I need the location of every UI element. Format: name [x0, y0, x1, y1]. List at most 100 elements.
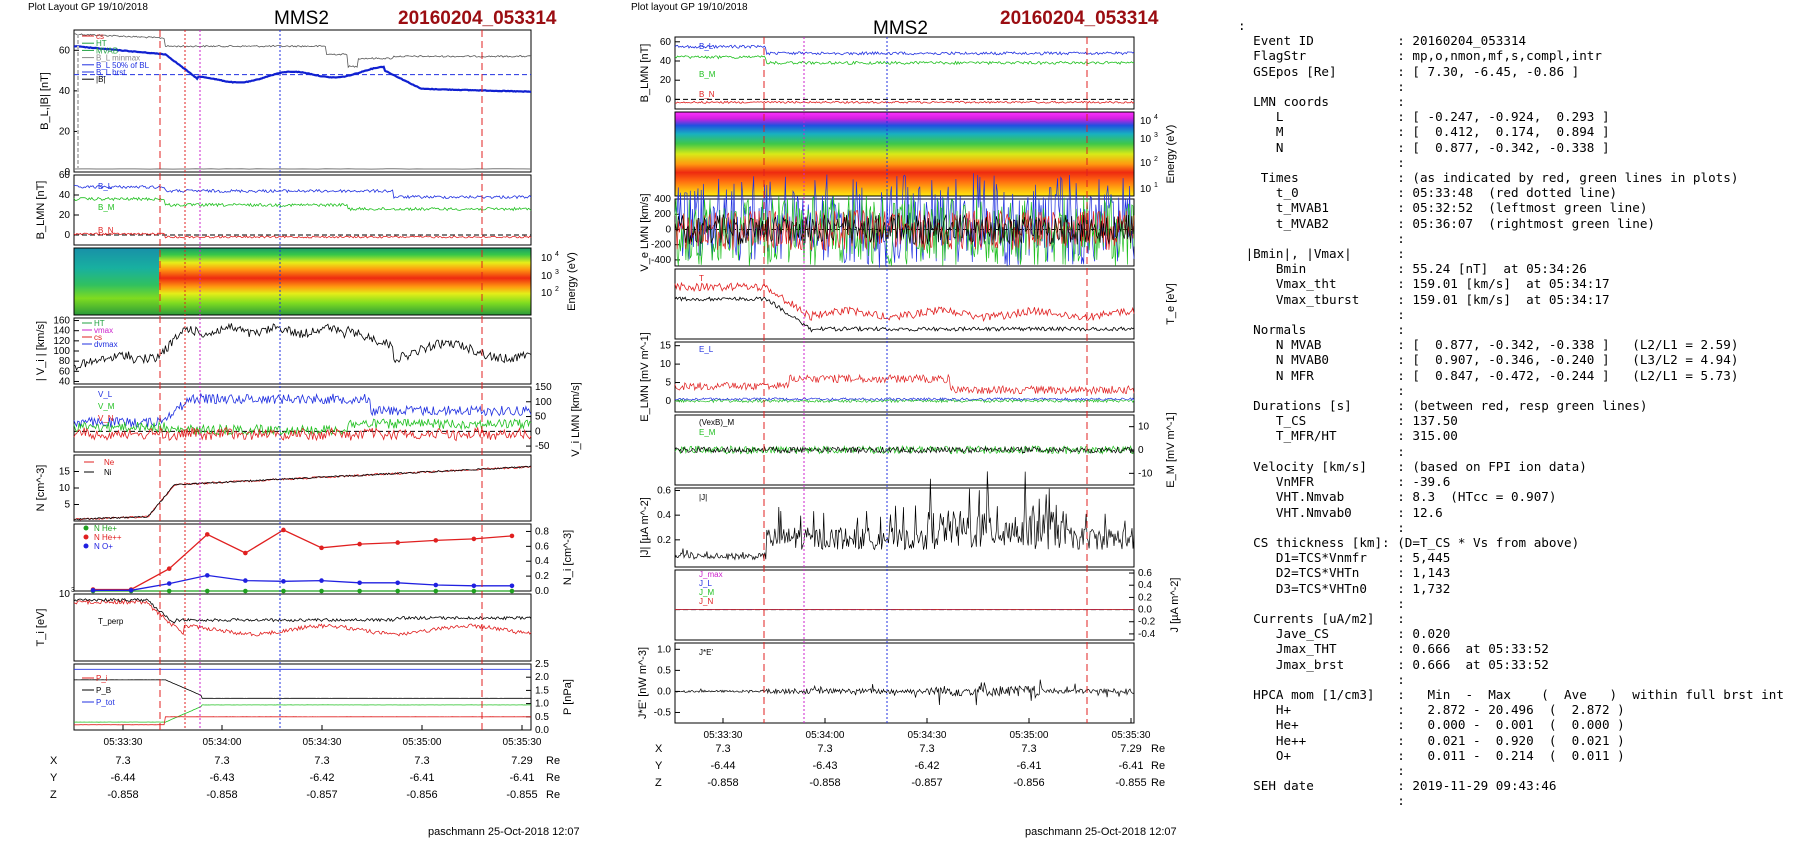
tick-label: 0: [64, 230, 70, 241]
hpca-series: [93, 574, 512, 591]
hpca-point: [319, 588, 324, 594]
legend-label: J_L: [699, 579, 712, 588]
ne-series: [74, 465, 532, 521]
info-line: :: [1238, 306, 1405, 322]
position-value: -0.857: [306, 789, 338, 801]
tick-label: 1.5: [535, 685, 549, 696]
time-tick-label: 05:35:30: [1112, 730, 1151, 741]
tick-label: 150: [535, 382, 552, 393]
plot-layout-label: Plot Layout GP 19/10/2018: [28, 2, 148, 13]
tick-label: 0.0: [535, 586, 549, 597]
info-line: VHT.Nmvab0 : 12.6: [1238, 504, 1443, 520]
info-line: T_MFR/HT : 315.00: [1238, 428, 1458, 444]
tick-exponent: 3: [71, 587, 75, 594]
info-line: VnMFR : -39.6: [1238, 474, 1451, 490]
info-line: CS thickness [km]: (D=T_CS * Vs from abo…: [1238, 534, 1580, 550]
tick-label: 0.0: [1138, 605, 1152, 616]
info-line: Velocity [km/s] : (based on FPI ion data…: [1238, 458, 1587, 474]
tick-label: 0: [665, 396, 671, 407]
hpca-series: [93, 529, 513, 591]
tick-exponent: 2: [1154, 156, 1158, 163]
tick-label: 100: [535, 397, 552, 408]
info-line: HPCA mom [1/cm3] : Min - Max ( Ave ) wit…: [1238, 686, 1784, 702]
bm-series: [73, 196, 532, 212]
bm-series: [674, 55, 1135, 66]
legend-label: V_L: [98, 390, 113, 399]
tick-label: 5: [64, 500, 70, 511]
ve-series: [674, 214, 1135, 246]
y-axis-label: V_i LMN [km/s]: [570, 382, 582, 457]
je-series: [674, 679, 1135, 706]
position-value: 7.3: [1021, 743, 1037, 755]
info-line: |Bmin|, |Vmax| :: [1238, 246, 1405, 262]
legend-label: P_i: [96, 674, 108, 683]
info-line: O+ : 0.011 - 0.214 ( 0.011 ): [1238, 747, 1625, 763]
el-series: [674, 397, 1135, 402]
legend-label: N He++: [94, 533, 122, 542]
y-axis-label: J [µA m^-2]: [1169, 578, 1181, 633]
legend-label: B_M: [98, 203, 115, 212]
spacecraft-title-2: MMS2: [873, 18, 928, 39]
position-value: -6.43: [812, 760, 838, 772]
info-line: :: [1238, 154, 1405, 170]
tick-label: 10: [541, 253, 553, 264]
legend-label: B_L: [699, 42, 714, 51]
bl-series: [674, 44, 1135, 56]
y-axis-label: Energy (eV): [1165, 125, 1177, 184]
hpca-point: [509, 533, 515, 539]
hpca-point: [471, 583, 477, 589]
bn-series: [73, 232, 532, 239]
legend-label: HT: [94, 319, 105, 328]
info-line: :: [1238, 519, 1405, 535]
info-line: H+ : 2.872 - 20.496 ( 2.872 ): [1238, 702, 1625, 718]
tick-label: -0.4: [1138, 629, 1156, 640]
position-value: -0.856: [406, 789, 438, 801]
tick-label: 20: [59, 210, 71, 221]
position-value: -6.43: [209, 772, 235, 784]
footer-middle: paschmann 25-Oct-2018 12:07: [1025, 826, 1177, 838]
tick-exponent: 1: [1154, 182, 1158, 189]
total-b-series: [73, 33, 532, 69]
legend-label: |B|: [96, 75, 106, 84]
hpca-point: [357, 588, 362, 594]
legend-label: B_N: [98, 226, 114, 235]
vexb-series: [674, 445, 1135, 455]
hpca-point: [166, 588, 172, 594]
legend-label: T_perp: [98, 617, 124, 626]
tick-label: 10: [541, 271, 553, 282]
info-line: GSEpos [Re] : [ 7.30, -6.45, -0.86 ]: [1238, 63, 1580, 79]
tick-label: 10: [1140, 116, 1152, 127]
tick-exponent: 4: [1154, 114, 1158, 121]
position-value: -0.858: [206, 789, 238, 801]
tick-label: 40: [59, 86, 71, 97]
legend-label: J*E': [699, 648, 713, 657]
info-line: VHT.Nmvab : 8.3 (HTcc = 0.907): [1238, 489, 1557, 505]
info-line: M : [ 0.412, 0.174, 0.894 ]: [1238, 124, 1610, 140]
tick-label: 0: [665, 224, 671, 235]
y-axis-label: T_i [eV]: [35, 609, 47, 647]
info-line: T_CS : 137.50: [1238, 413, 1458, 429]
tick-label: 0: [535, 426, 541, 437]
info-line: FlagStr : mp,o,nmon,mf,s,compl,intr: [1238, 48, 1602, 64]
tick-label: 0: [665, 94, 671, 105]
time-tick-label: 05:33:30: [104, 737, 143, 748]
legend-label: J_M: [699, 588, 714, 597]
position-value: -6.44: [710, 760, 736, 772]
info-line: :: [1238, 382, 1405, 398]
position-value: 7.3: [919, 743, 935, 755]
panel-frame: [674, 642, 1135, 724]
legend-label: B_L minmax: [96, 54, 140, 63]
y-axis-label: E_M [mV m^-1]: [1165, 412, 1177, 487]
pb-series: [73, 679, 531, 699]
time-tick-label: 05:34:30: [303, 737, 342, 748]
info-line: :: [1238, 595, 1405, 611]
panel-frame: [674, 36, 1135, 110]
tick-label: 400: [654, 194, 671, 205]
hpca-point: [204, 573, 210, 578]
legend-label: Ne: [104, 458, 115, 467]
vi-series: [73, 322, 532, 371]
tick-label: 2.5: [535, 659, 549, 670]
y-axis-label: B_L,|B| [nT]: [39, 72, 51, 130]
info-line: LMN coords :: [1238, 94, 1405, 110]
